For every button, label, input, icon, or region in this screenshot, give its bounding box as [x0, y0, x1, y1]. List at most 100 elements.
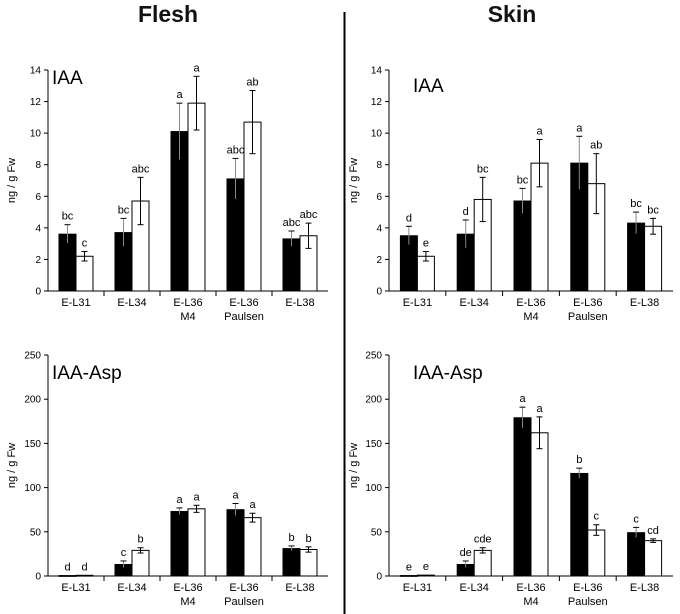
- y-tick-label: 8: [35, 160, 41, 171]
- bar-white: [243, 517, 262, 577]
- column-title-flesh: Flesh: [138, 1, 198, 27]
- panel-title: IAA: [413, 76, 444, 97]
- significance-label: a: [519, 393, 526, 405]
- bar-white: [187, 508, 206, 577]
- significance-label: a: [193, 491, 200, 503]
- significance-label: d: [81, 561, 87, 573]
- y-tick-label: 6: [376, 192, 382, 203]
- y-tick-label: 4: [376, 223, 382, 234]
- y-tick-label: 2: [35, 255, 41, 266]
- significance-label: a: [176, 89, 183, 101]
- category-label: E-L34: [460, 582, 489, 594]
- category-label: E-L36: [573, 582, 602, 594]
- significance-label: c: [121, 547, 127, 559]
- significance-label: cd: [647, 525, 659, 537]
- category-label: M4: [180, 311, 195, 323]
- significance-label: cde: [474, 534, 492, 546]
- significance-label: b: [576, 454, 582, 466]
- category-label: Paulsen: [224, 311, 264, 323]
- significance-label: a: [536, 403, 543, 415]
- category-label: E-L36: [516, 582, 545, 594]
- significance-label: a: [176, 494, 183, 506]
- significance-label: c: [594, 511, 600, 523]
- bar-black: [399, 575, 418, 577]
- bar-black: [513, 417, 532, 577]
- significance-label: a: [249, 499, 256, 511]
- y-tick-label: 0: [35, 572, 41, 583]
- significance-label: e: [423, 561, 429, 573]
- significance-label: b: [305, 533, 311, 545]
- y-axis-label: ng / g Fw: [6, 443, 18, 488]
- significance-label: ab: [590, 140, 602, 152]
- panel-title: IAA-Asp: [413, 363, 483, 384]
- y-tick-label: 14: [371, 66, 383, 77]
- category-label: E-L36: [229, 297, 258, 309]
- significance-label: e: [406, 562, 412, 574]
- significance-label: bc: [62, 211, 74, 223]
- significance-label: a: [232, 490, 239, 502]
- y-tick-label: 10: [371, 129, 383, 140]
- category-label: Paulsen: [568, 311, 608, 323]
- y-tick-label: 200: [365, 395, 382, 406]
- significance-label: bc: [517, 174, 529, 186]
- y-tick-label: 12: [371, 97, 383, 108]
- bar-white: [473, 549, 492, 577]
- significance-label: b: [137, 534, 143, 546]
- bar-black: [282, 548, 301, 577]
- y-tick-label: 0: [35, 287, 41, 298]
- category-label: E-L36: [173, 582, 202, 594]
- category-label: E-L38: [285, 582, 314, 594]
- category-label: E-L31: [403, 297, 432, 309]
- y-tick-label: 2: [376, 255, 382, 266]
- significance-label: bc: [477, 163, 489, 175]
- bar-white: [416, 574, 435, 577]
- significance-label: bc: [630, 198, 642, 210]
- bar-black: [170, 510, 189, 577]
- category-label: Paulsen: [224, 596, 264, 608]
- significance-label: abc: [132, 163, 150, 175]
- bar-white: [131, 549, 150, 577]
- bar-black: [513, 200, 532, 292]
- bar-white: [644, 225, 663, 292]
- bar-white: [644, 540, 663, 577]
- y-tick-label: 0: [376, 287, 382, 298]
- bar-black: [58, 575, 77, 577]
- y-tick-label: 100: [365, 483, 382, 494]
- bar-black: [226, 509, 245, 577]
- category-label: E-L31: [61, 582, 90, 594]
- panel-title: IAA-Asp: [52, 363, 122, 384]
- category-label: E-L36: [173, 297, 202, 309]
- bar-black: [627, 532, 646, 577]
- y-tick-label: 50: [30, 527, 42, 538]
- significance-label: d: [64, 562, 70, 574]
- significance-label: c: [82, 238, 88, 250]
- significance-label: d: [463, 206, 469, 218]
- category-label: Paulsen: [568, 596, 608, 608]
- y-tick-label: 0: [376, 572, 382, 583]
- chart-skin-iaaasp: 0 50 100 150 200 250 ng / g Fw IAA-Asp e e E-L31 de…: [348, 351, 673, 608]
- y-tick-label: 50: [371, 527, 383, 538]
- significance-label: abc: [300, 209, 318, 221]
- y-tick-label: 150: [365, 439, 382, 450]
- bar-white: [75, 574, 94, 577]
- panel-title: IAA: [52, 68, 83, 89]
- category-label: E-L38: [630, 297, 659, 309]
- y-tick-label: 250: [365, 351, 382, 362]
- significance-label: a: [193, 62, 200, 74]
- chart-flesh-iaa: 0 2 4 6 8 10 12 14 ng / g Fw IAA bc c E-L31 bc abc E-L3…: [6, 62, 328, 323]
- y-tick-label: 14: [30, 66, 42, 77]
- significance-label: a: [536, 125, 543, 137]
- y-tick-label: 10: [30, 129, 42, 140]
- category-label: M4: [523, 311, 538, 323]
- column-title-skin: Skin: [488, 1, 537, 27]
- category-label: E-L36: [573, 297, 602, 309]
- significance-label: de: [460, 547, 472, 559]
- significance-label: e: [423, 238, 429, 250]
- y-tick-label: 12: [30, 97, 42, 108]
- significance-label: abc: [227, 144, 245, 156]
- category-label: E-L36: [229, 582, 258, 594]
- y-tick-label: 250: [24, 351, 41, 362]
